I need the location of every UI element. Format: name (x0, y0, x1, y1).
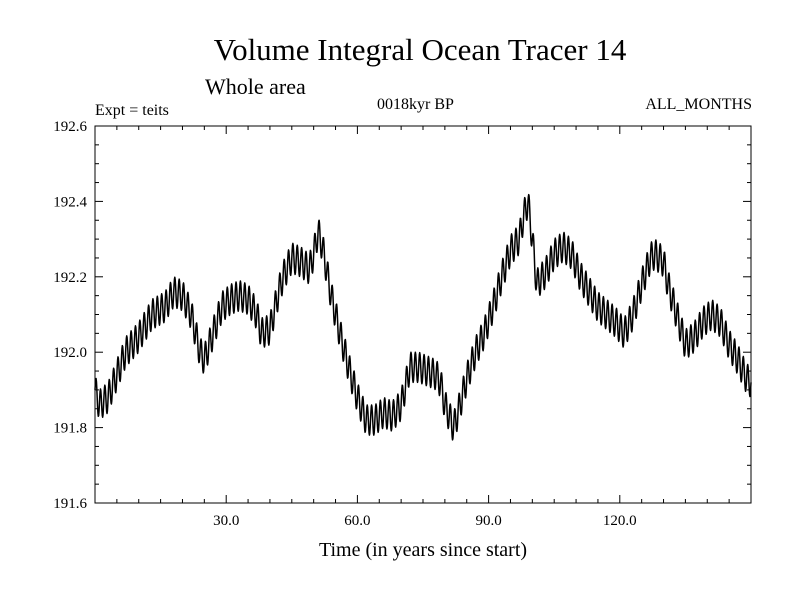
experiment-label: Expt = teits (95, 102, 169, 119)
axis-ticks (95, 126, 751, 503)
y-tick-label: 192.4 (53, 194, 87, 210)
series-line-tracer-14 (94, 193, 752, 441)
x-tick-label: 30.0 (213, 513, 239, 529)
x-tick-label: 60.0 (344, 513, 370, 529)
months-label: ALL_MONTHS (645, 96, 752, 113)
chart-subtitle: Whole area (205, 74, 306, 99)
y-tick-label: 192.6 (53, 119, 87, 135)
x-axis-label: Time (in years since start) (319, 539, 527, 561)
y-tick-label: 192.0 (53, 345, 87, 361)
y-tick-label: 191.6 (53, 496, 87, 512)
chart-title: Volume Integral Ocean Tracer 14 (213, 32, 627, 67)
axis-tick-labels: 30.0 60.0 90.0 120.0 191.6 191.8 192.0 192.2 192… (53, 119, 636, 529)
x-tick-label: 120.0 (603, 513, 637, 529)
period-label: 0018kyr BP (377, 96, 454, 113)
x-tick-label: 90.0 (475, 513, 501, 529)
y-tick-label: 191.8 (53, 421, 87, 437)
y-tick-label: 192.2 (53, 270, 87, 286)
